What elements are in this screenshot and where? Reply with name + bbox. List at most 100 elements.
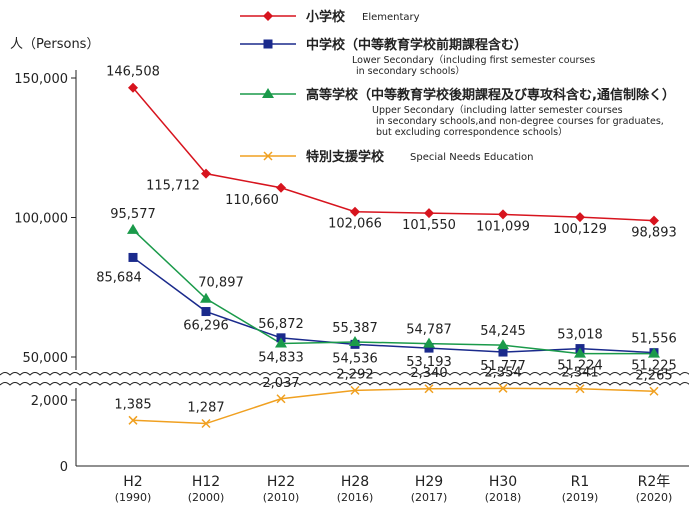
legend-english: Lower Secondary（including first semester… — [352, 54, 595, 66]
x-marker — [128, 415, 138, 425]
data-label: 54,833 — [258, 351, 304, 366]
series-line — [132, 87, 655, 222]
data-label: 2,340 — [410, 366, 447, 381]
x-tick-label: H22 — [267, 474, 295, 490]
diamond-marker — [424, 208, 434, 219]
data-label: 85,684 — [96, 270, 142, 285]
y-tick-label: 2,000 — [31, 394, 68, 409]
data-label: 55,387 — [332, 321, 378, 336]
legend-english: in secondary schools） — [356, 65, 465, 77]
data-label: 54,245 — [480, 324, 526, 339]
x-marker — [498, 383, 508, 393]
x-tick-year: (2020) — [636, 491, 673, 504]
data-label: 51,777 — [480, 359, 526, 374]
legend-label: 小学校 — [306, 9, 346, 25]
triangle-marker — [127, 223, 139, 234]
triangle-marker — [574, 347, 586, 358]
data-label: 56,872 — [258, 317, 304, 332]
series-line — [132, 229, 655, 355]
x-tick-label: H12 — [192, 474, 220, 490]
data-label: 54,787 — [406, 323, 452, 338]
y-tick-label: 150,000 — [14, 72, 68, 87]
legend-english: Special Needs Education — [410, 152, 534, 163]
diamond-marker — [201, 168, 211, 179]
diamond-marker — [128, 82, 138, 93]
axis-break-line — [0, 382, 689, 386]
x-tick-label: H30 — [489, 474, 517, 490]
legend-label: 高等学校（中等教育学校後期課程及び専攻科含む,通信制除く） — [306, 87, 675, 103]
data-label: 1,385 — [114, 397, 151, 412]
diamond-marker — [498, 209, 508, 220]
data-label: 51,225 — [631, 359, 677, 374]
data-label: 102,066 — [328, 217, 382, 232]
data-label: 53,193 — [406, 355, 452, 370]
x-tick-label: H2 — [123, 474, 142, 490]
triangle-marker — [262, 88, 274, 98]
square-marker — [201, 307, 211, 317]
y-tick-label: 50,000 — [23, 351, 69, 366]
triangle-marker — [497, 339, 509, 350]
data-label: 2,341 — [561, 366, 598, 381]
x-marker — [263, 151, 273, 161]
triangle-marker — [648, 347, 660, 358]
triangle-marker — [200, 292, 212, 303]
diamond-marker — [575, 212, 585, 223]
data-label: 53,018 — [557, 328, 603, 343]
x-marker — [276, 394, 286, 404]
x-tick-year: (2016) — [337, 491, 374, 504]
x-marker — [201, 418, 211, 429]
data-label: 2,292 — [336, 367, 373, 382]
data-label: 66,296 — [183, 319, 229, 334]
data-label: 110,660 — [225, 193, 279, 208]
diamond-marker — [350, 206, 360, 217]
y-tick-label: 100,000 — [14, 212, 68, 227]
data-label: 2,354 — [484, 365, 521, 380]
diamond-marker — [263, 11, 273, 21]
series-line — [132, 387, 655, 425]
x-tick-year: (2019) — [562, 491, 599, 504]
square-marker — [128, 252, 138, 262]
square-marker — [263, 39, 273, 49]
axis-break-line — [0, 372, 689, 376]
x-tick-year: (1990) — [115, 491, 152, 504]
diamond-marker — [276, 182, 286, 193]
data-label: 1,287 — [187, 401, 224, 416]
legend-english: but excluding correspondence schools） — [376, 126, 568, 138]
x-marker — [649, 386, 659, 396]
legend-english: Elementary — [362, 12, 420, 23]
data-label: 100,129 — [553, 222, 607, 237]
triangle-marker — [349, 335, 361, 346]
data-label: 2,265 — [635, 368, 672, 383]
legend-english: in secondary schools,and non-degree cour… — [376, 116, 664, 127]
x-tick-label: R1 — [571, 474, 590, 490]
legend-english: Upper Secondary（including latter semeste… — [372, 104, 623, 116]
data-label: 101,099 — [476, 219, 530, 234]
data-label: 51,224 — [557, 359, 603, 374]
triangle-marker — [423, 337, 435, 348]
x-marker — [575, 384, 585, 394]
data-label: 70,897 — [198, 276, 244, 291]
y-tick-label: 0 — [60, 460, 68, 475]
data-label: 2,037 — [262, 376, 299, 391]
y-axis-label: 人（Persons） — [10, 37, 99, 52]
diamond-marker — [649, 215, 659, 226]
x-tick-year: (2000) — [188, 491, 225, 504]
x-tick-label: R2年 — [638, 474, 671, 490]
x-marker — [424, 384, 434, 394]
data-label: 101,550 — [402, 218, 456, 233]
x-marker — [350, 385, 360, 395]
data-label: 54,536 — [332, 351, 378, 366]
data-label: 115,712 — [146, 179, 200, 194]
x-tick-label: H29 — [415, 474, 443, 490]
x-tick-year: (2018) — [485, 491, 522, 504]
x-tick-year: (2017) — [411, 491, 448, 504]
square-marker — [498, 347, 508, 357]
x-tick-label: H28 — [341, 474, 369, 490]
triangle-marker — [275, 337, 287, 348]
data-label: 51,556 — [631, 332, 677, 347]
series-line — [132, 256, 655, 354]
data-label: 98,893 — [631, 226, 677, 241]
legend-label: 中学校（中等教育学校前期課程含む） — [306, 37, 527, 53]
x-tick-year: (2010) — [263, 491, 300, 504]
